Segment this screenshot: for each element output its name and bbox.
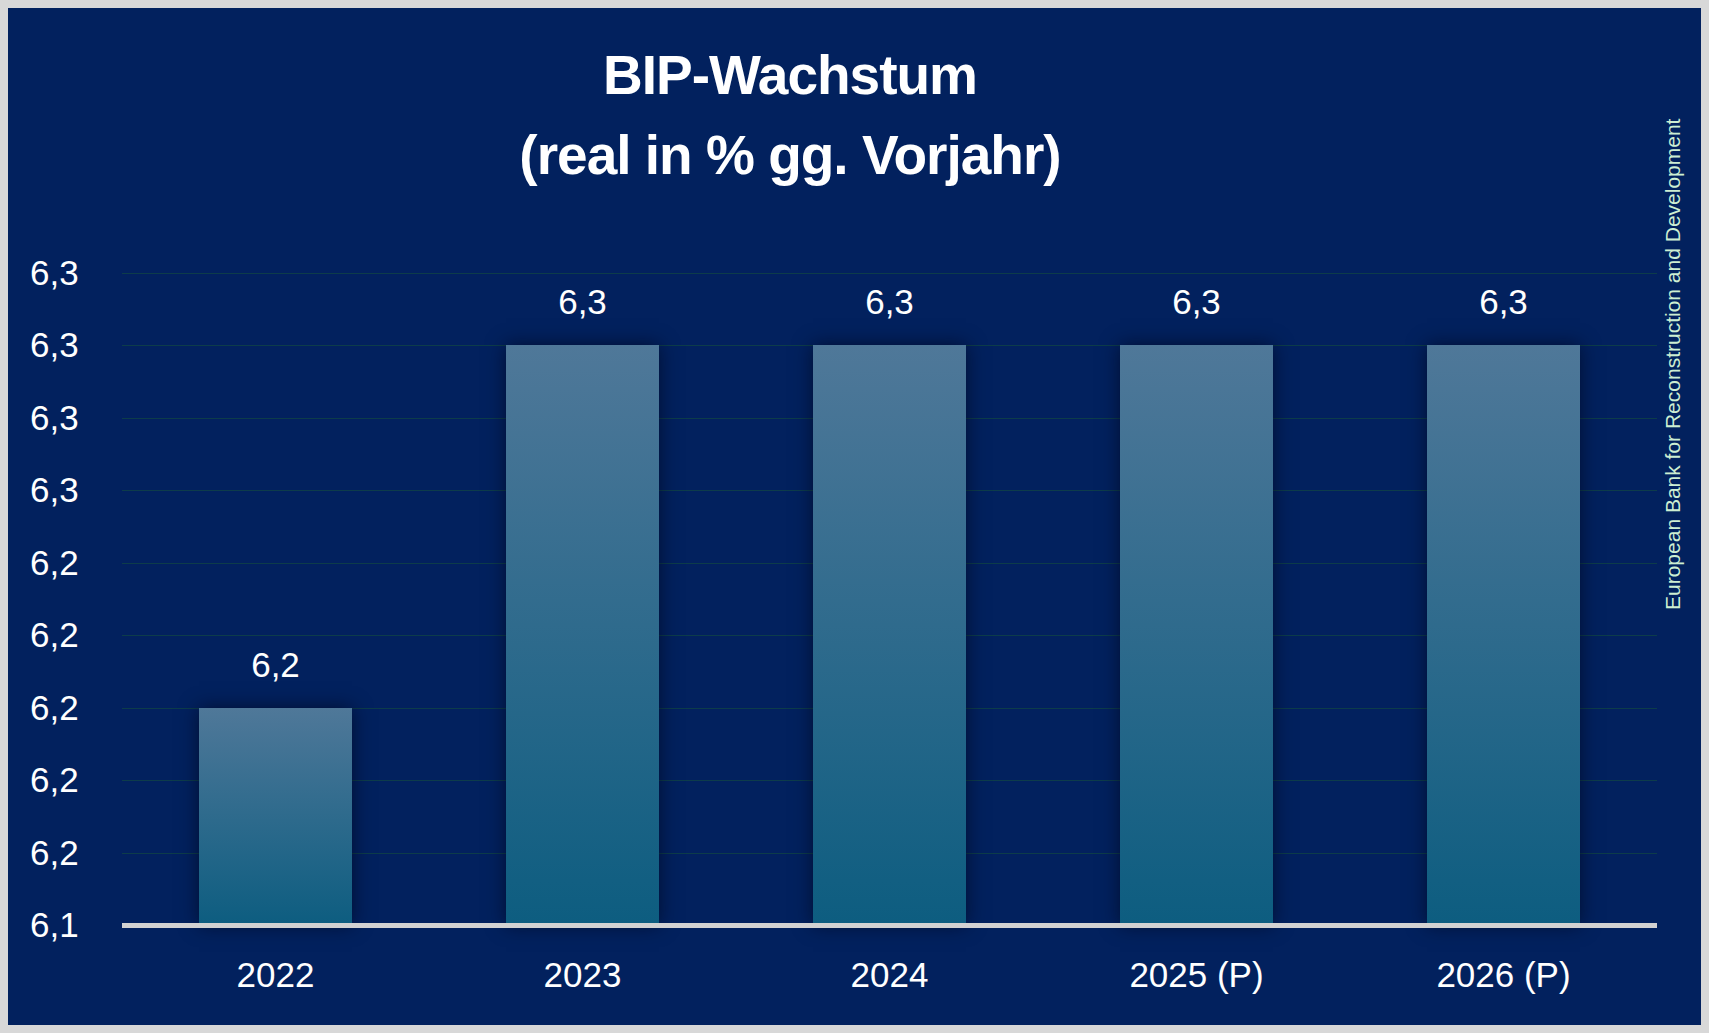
bar-2022 (199, 708, 352, 925)
bar-slot: 6,3 (1043, 273, 1350, 925)
bar-slot: 6,3 (429, 273, 736, 925)
bar-slot: 6,2 (122, 273, 429, 925)
x-tick-label: 2026 (P) (1350, 954, 1657, 996)
y-tick-label: 6,3 (30, 470, 120, 510)
chart-title: BIP-Wachstum (real in % gg. Vorjahr) (0, 35, 1580, 195)
y-tick-label: 6,3 (30, 325, 120, 365)
y-tick-label: 6,3 (30, 398, 120, 438)
bar-value-label: 6,3 (429, 281, 736, 323)
y-tick-label: 6,3 (30, 253, 120, 293)
bar-2025P (1120, 345, 1273, 925)
x-axis-labels: 2022202320242025 (P)2026 (P) (122, 954, 1657, 1014)
source-attribution: European Bank for Reconstruction and Dev… (1660, 119, 1686, 610)
bar-2024 (813, 345, 966, 925)
bar-value-label: 6,3 (736, 281, 1043, 323)
bar-2023 (506, 345, 659, 925)
x-tick-label: 2022 (122, 954, 429, 996)
y-tick-label: 6,2 (30, 615, 120, 655)
chart-canvas: BIP-Wachstum (real in % gg. Vorjahr) 6,3… (0, 0, 1709, 1033)
y-tick-label: 6,2 (30, 760, 120, 800)
bar-slot: 6,3 (736, 273, 1043, 925)
plot-area: 6,26,36,36,36,3 (122, 273, 1657, 925)
y-tick-label: 6,2 (30, 833, 120, 873)
x-tick-label: 2023 (429, 954, 736, 996)
bar-value-label: 6,3 (1350, 281, 1657, 323)
bar-value-label: 6,3 (1043, 281, 1350, 323)
bar-value-label: 6,2 (122, 644, 429, 686)
x-axis-line (122, 923, 1657, 928)
bar-slot: 6,3 (1350, 273, 1657, 925)
bar-2026P (1427, 345, 1580, 925)
x-tick-label: 2025 (P) (1043, 954, 1350, 996)
chart-title-line1: BIP-Wachstum (0, 35, 1580, 115)
x-tick-label: 2024 (736, 954, 1043, 996)
y-tick-label: 6,1 (30, 905, 120, 945)
y-tick-label: 6,2 (30, 688, 120, 728)
y-tick-label: 6,2 (30, 543, 120, 583)
chart-title-line2: (real in % gg. Vorjahr) (0, 115, 1580, 195)
